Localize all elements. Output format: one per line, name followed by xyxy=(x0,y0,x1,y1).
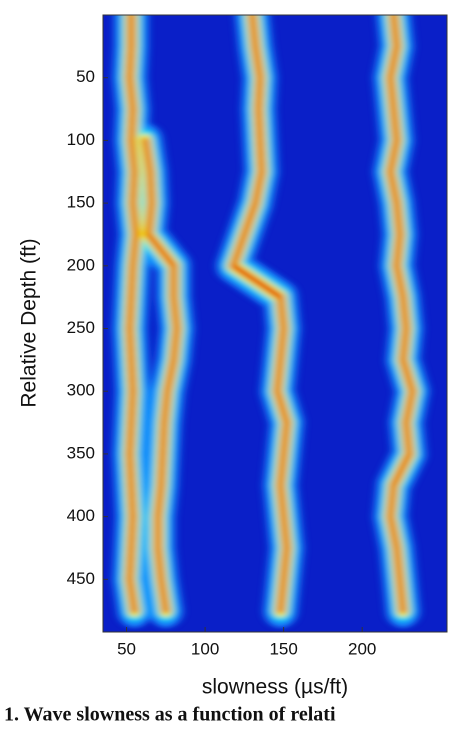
x-tick-label: 100 xyxy=(191,639,219,658)
y-tick-label: 250 xyxy=(67,318,95,337)
x-tick-label: 150 xyxy=(269,639,297,658)
intensity-ridge xyxy=(126,15,139,614)
y-tick-label: 200 xyxy=(67,255,95,274)
y-tick-label: 100 xyxy=(67,130,95,149)
y-tick-label: 350 xyxy=(67,443,95,462)
y-tick-label: 150 xyxy=(67,193,95,212)
x-tick-label: 200 xyxy=(348,639,376,658)
y-axis-label: Relative Depth (ft) xyxy=(18,238,41,407)
intensity-ridge xyxy=(230,15,290,614)
figure-caption: 1. Wave slowness as a function of relati xyxy=(4,704,336,724)
heatmap xyxy=(112,15,430,628)
y-tick-label: 50 xyxy=(76,67,95,86)
intensity-ridge xyxy=(387,15,416,614)
x-tick-label: 50 xyxy=(117,639,136,658)
x-axis-label: slowness (µs/ft) xyxy=(202,676,348,699)
y-tick-label: 400 xyxy=(67,506,95,525)
intensity-ridge xyxy=(142,137,180,614)
plot-frame xyxy=(102,14,448,633)
y-tick-label: 300 xyxy=(67,381,95,400)
y-tick-label: 450 xyxy=(67,569,95,588)
